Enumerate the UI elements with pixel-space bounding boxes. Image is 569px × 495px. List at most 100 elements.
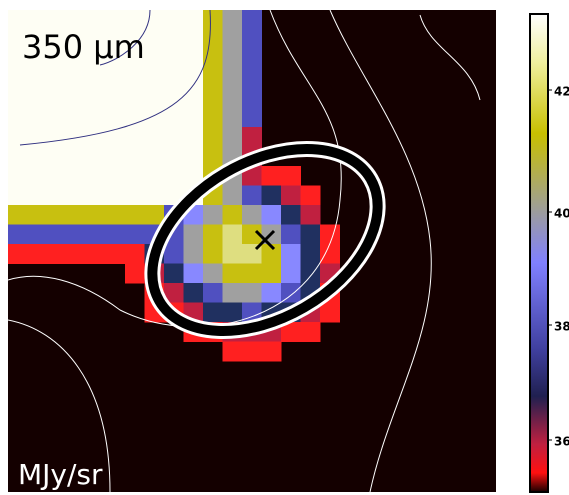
pixel — [125, 244, 145, 264]
pixel — [164, 29, 184, 50]
band-label: 350 μm — [22, 28, 145, 66]
pixel — [203, 49, 223, 69]
pixel — [222, 10, 243, 30]
pixel — [105, 88, 126, 108]
pixel — [66, 29, 87, 50]
pixel — [242, 185, 262, 206]
pixel — [105, 10, 126, 30]
pixel — [125, 224, 145, 245]
pixel — [222, 49, 243, 69]
pixel — [144, 29, 165, 50]
pixel — [281, 224, 301, 245]
pixel — [66, 127, 87, 147]
pixel — [222, 185, 243, 206]
pixel — [203, 302, 223, 323]
pixel — [261, 185, 282, 206]
pixel — [27, 107, 48, 128]
pixel — [164, 68, 184, 89]
pixel — [183, 68, 204, 89]
pixel — [86, 107, 106, 128]
pixel — [8, 29, 28, 50]
pixel — [86, 244, 106, 264]
pixel — [86, 10, 106, 30]
pixel — [164, 146, 184, 167]
pixel — [222, 224, 243, 245]
pixel — [105, 107, 126, 128]
pixel — [86, 29, 106, 50]
pixel — [86, 185, 106, 206]
pixel — [66, 10, 87, 30]
pixel — [66, 107, 87, 128]
pixel — [281, 263, 301, 284]
pixel — [320, 224, 340, 245]
pixel — [86, 166, 106, 186]
pixel — [27, 127, 48, 147]
pixel — [125, 146, 145, 167]
pixel — [66, 205, 87, 225]
pixel — [242, 49, 262, 69]
pixel — [203, 107, 223, 128]
pixel — [144, 146, 165, 167]
pixel — [27, 88, 48, 108]
pixel — [144, 68, 165, 89]
pixel — [8, 244, 28, 264]
pixel — [261, 283, 282, 303]
pixel — [125, 127, 145, 147]
pixel — [320, 302, 340, 323]
pixel — [86, 127, 106, 147]
pixel — [222, 283, 243, 303]
pixel — [144, 10, 165, 30]
pixel — [203, 68, 223, 89]
pixel — [86, 224, 106, 245]
pixel — [242, 107, 262, 128]
pixel — [86, 205, 106, 225]
pixel — [27, 10, 48, 30]
pixel — [164, 107, 184, 128]
pixel — [242, 302, 262, 323]
pixel — [300, 263, 321, 284]
pixel — [183, 283, 204, 303]
pixel — [164, 88, 184, 108]
pixel — [125, 10, 145, 30]
pixel — [203, 205, 223, 225]
pixel — [105, 224, 126, 245]
pixel — [144, 185, 165, 206]
pixel — [27, 185, 48, 206]
pixel — [66, 224, 87, 245]
pixel — [66, 185, 87, 206]
pixel — [125, 166, 145, 186]
pixel — [183, 263, 204, 284]
pixel — [27, 166, 48, 186]
pixel — [27, 244, 48, 264]
pixel — [183, 146, 204, 167]
pixel — [47, 49, 67, 69]
pixel — [125, 107, 145, 128]
pixel — [8, 88, 28, 108]
pixel — [261, 166, 282, 186]
pixel — [125, 29, 145, 50]
aperture — [144, 140, 386, 340]
pixel — [164, 283, 184, 303]
pixel — [8, 68, 28, 89]
pixel — [222, 127, 243, 147]
pixel — [47, 244, 67, 264]
pixel — [183, 224, 204, 245]
tick-label: 420 — [554, 85, 569, 99]
pixel — [281, 166, 301, 186]
pixel — [222, 244, 243, 264]
pixel — [105, 29, 126, 50]
contour — [99, 10, 151, 66]
contour — [19, 10, 211, 146]
pixel — [105, 146, 126, 167]
pixel — [242, 341, 262, 362]
pixel — [222, 205, 243, 225]
pixel — [27, 224, 48, 245]
pixel — [164, 49, 184, 69]
pixel — [86, 146, 106, 167]
pixel — [242, 10, 262, 30]
pixel — [144, 127, 165, 147]
contour — [329, 10, 432, 492]
pixel — [105, 68, 126, 89]
pixel — [300, 322, 321, 342]
